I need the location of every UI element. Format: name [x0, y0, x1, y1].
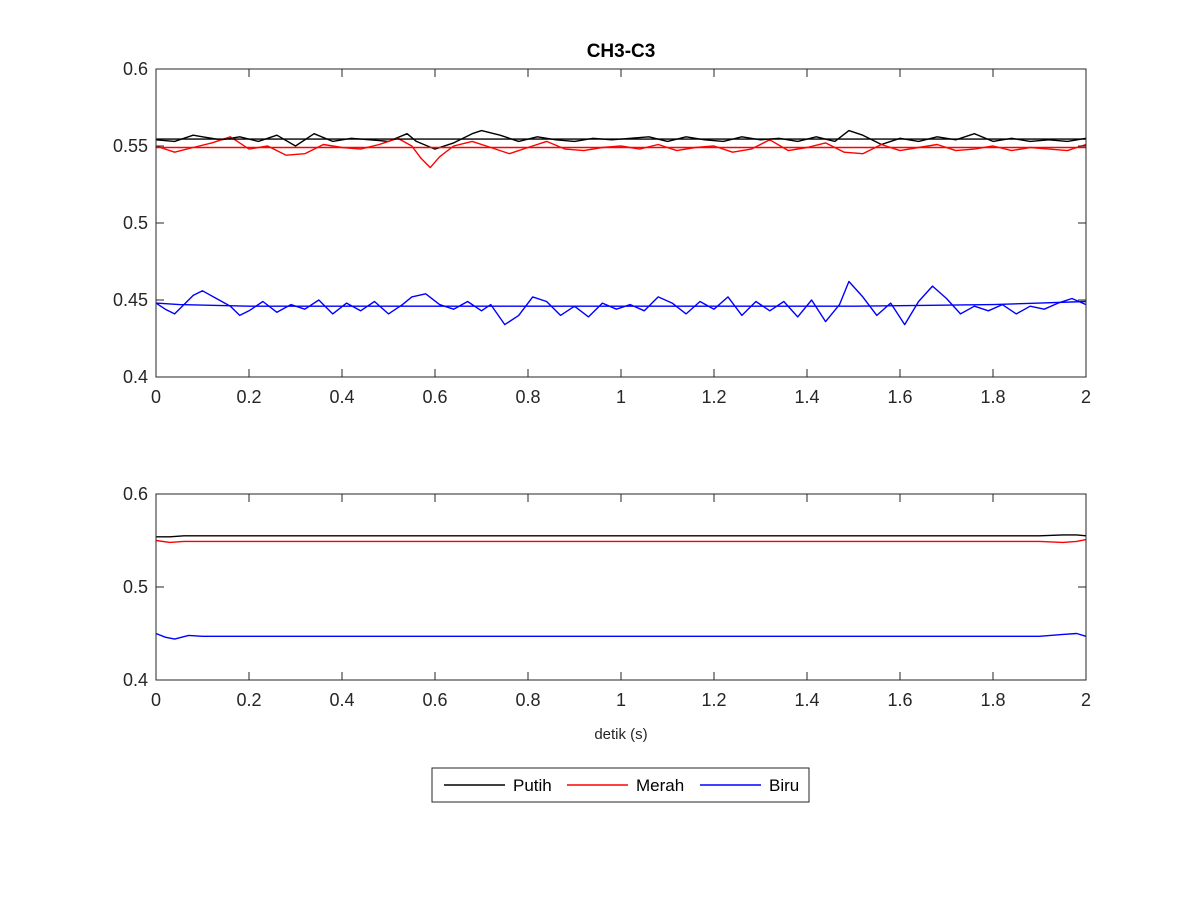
- bottom-y-tick-label: 0.5: [123, 577, 148, 597]
- bottom-x-tick-label: 0.4: [329, 690, 354, 710]
- bottom-x-tick-label: 0.8: [515, 690, 540, 710]
- bottom-x-axis-label: detik (s): [594, 726, 647, 743]
- bottom-series-line-merah: [155, 538, 1087, 544]
- bottom-ticks-group: 0 0.2 0.4 0.6 0.8 1 1.2 1.4 1.6 1.8 2 0.4 0.5 0.6: [123, 484, 1091, 710]
- bottom-plot-area: [156, 494, 1086, 680]
- bottom-x-tick-label: 1.8: [980, 690, 1005, 710]
- top-x-tick-label: 1.4: [794, 387, 819, 407]
- top-y-tick-label: 0.4: [123, 367, 148, 387]
- bottom-x-tick-label: 1.2: [701, 690, 726, 710]
- top-y-tick-label: 0.55: [113, 136, 148, 156]
- top-x-tick-label: 1: [616, 387, 626, 407]
- top-series-group: [155, 129, 1087, 326]
- top-plot-area: [156, 69, 1086, 377]
- top-x-tick-label: 1.8: [980, 387, 1005, 407]
- legend-label-merah: Merah: [636, 776, 684, 795]
- top-axes: CH3-C3 0 0.2 0.4 0.6 0.8 1 1.2 1.4 1.6 1.8 2 0.4 0.4…: [113, 41, 1091, 407]
- top-x-tick-label: 1.2: [701, 387, 726, 407]
- legend-label-putih: Putih: [513, 776, 552, 795]
- bottom-x-tick-label: 0.6: [422, 690, 447, 710]
- bottom-y-tick-label: 0.4: [123, 670, 148, 690]
- top-series-line-baseline-5: [155, 300, 1087, 307]
- bottom-series-group: [155, 534, 1087, 640]
- bottom-axes-box: [155, 493, 1087, 681]
- top-x-tick-label: 0.6: [422, 387, 447, 407]
- top-x-tick-label: 1.6: [887, 387, 912, 407]
- bottom-x-tick-label: 1.4: [794, 690, 819, 710]
- bottom-x-tick-label: 1.6: [887, 690, 912, 710]
- bottom-series-line-putih: [156, 534, 1087, 538]
- bottom-x-tick-label: 2: [1081, 690, 1091, 710]
- top-x-tick-label: 0: [151, 387, 161, 407]
- bottom-y-tick-label: 0.6: [123, 484, 148, 504]
- top-y-tick-label: 0.6: [123, 59, 148, 79]
- top-x-tick-label: 0.4: [329, 387, 354, 407]
- top-y-tick-label: 0.5: [123, 213, 148, 233]
- top-ticks-group: 0 0.2 0.4 0.6 0.8 1 1.2 1.4 1.6 1.8 2 0.4 0.45 0.5 0.5…: [113, 59, 1091, 407]
- top-series-line-biru: [155, 280, 1087, 326]
- top-y-tick-label: 0.45: [113, 290, 148, 310]
- legend-label-biru: Biru: [769, 776, 799, 795]
- top-chart-title: CH3-C3: [587, 41, 656, 62]
- bottom-x-tick-label: 0: [151, 690, 161, 710]
- top-x-tick-label: 2: [1081, 387, 1091, 407]
- top-axes-box: [155, 68, 1087, 378]
- top-x-tick-label: 0.8: [515, 387, 540, 407]
- top-x-tick-label: 0.2: [236, 387, 261, 407]
- legend: Putih Merah Biru: [431, 767, 810, 803]
- bottom-x-tick-label: 1: [616, 690, 626, 710]
- bottom-series-line-biru: [155, 632, 1087, 640]
- bottom-x-tick-label: 0.2: [236, 690, 261, 710]
- bottom-axes: 0 0.2 0.4 0.6 0.8 1 1.2 1.4 1.6 1.8 2 0.4 0.5 0.6 det…: [123, 484, 1091, 743]
